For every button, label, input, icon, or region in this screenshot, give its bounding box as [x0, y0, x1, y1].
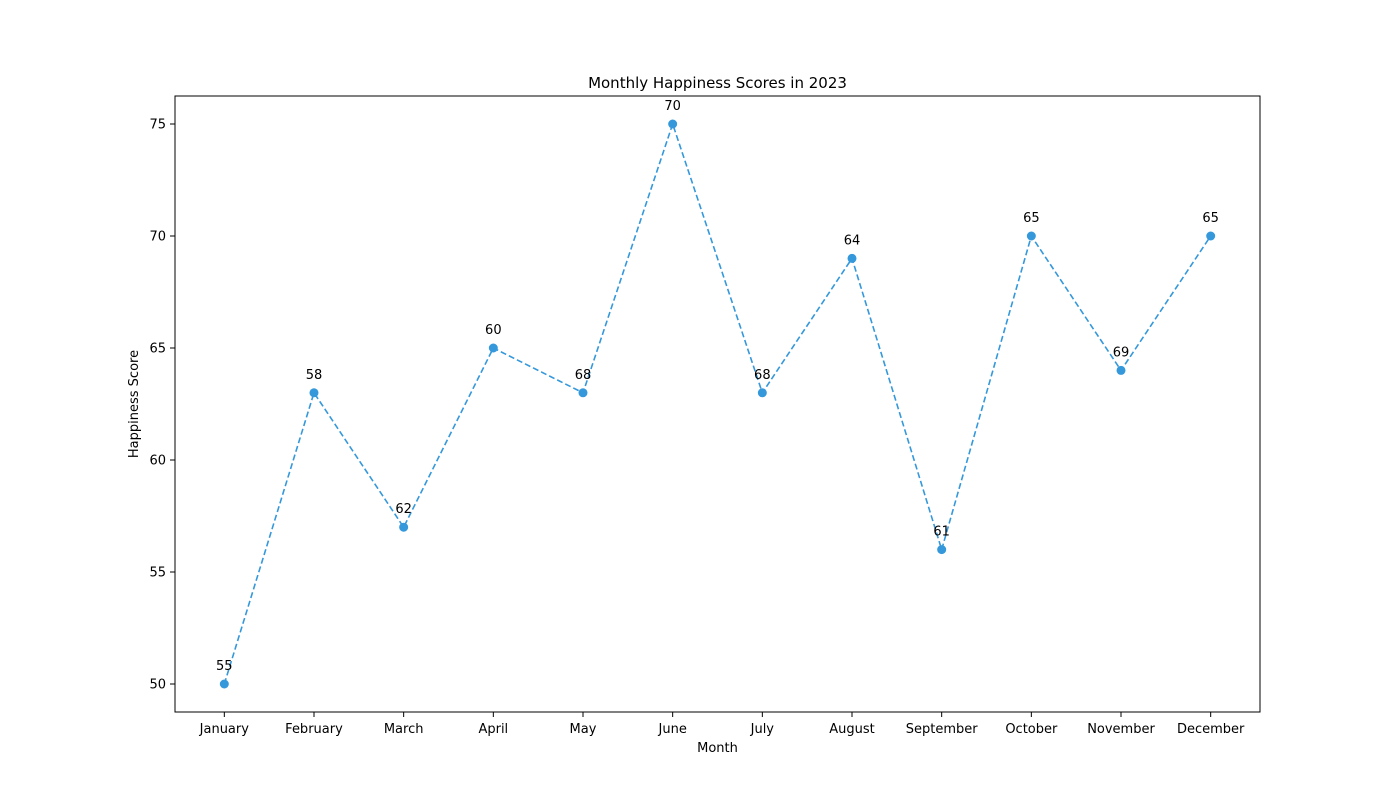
x-axis-label: Month [697, 741, 738, 756]
data-point-marker [488, 343, 498, 353]
data-label: 64 [844, 233, 861, 248]
y-tick-label: 65 [149, 342, 166, 357]
x-tick-label: September [906, 722, 979, 737]
y-tick-label: 50 [149, 678, 166, 693]
data-point-marker [309, 388, 319, 398]
data-point-marker [578, 388, 588, 398]
data-point-marker [1206, 231, 1216, 241]
data-point-marker [937, 545, 947, 555]
x-axis: January February March April May June July Augu… [199, 712, 1245, 737]
data-point-marker [847, 253, 857, 263]
data-point-marker [1116, 365, 1126, 375]
y-tick-label: 55 [149, 566, 166, 581]
data-label: 65 [1023, 211, 1040, 226]
x-tick-label: February [285, 722, 343, 737]
plot-area-frame [174, 95, 1261, 713]
data-label: 68 [754, 368, 771, 383]
chart-title: Monthly Happiness Scores in 2023 [588, 74, 847, 92]
x-tick-label: August [829, 722, 875, 737]
x-tick-label: June [658, 722, 687, 737]
series-line [223, 121, 1212, 685]
x-tick-label: July [750, 722, 775, 737]
data-point-marker [757, 388, 767, 398]
x-tick-label: March [384, 722, 424, 737]
x-tick-label: October [1005, 722, 1058, 737]
data-point-marker [219, 679, 229, 689]
y-tick-label: 70 [149, 230, 166, 245]
data-label: 58 [306, 368, 323, 383]
y-tick-label: 60 [149, 454, 166, 469]
data-label: 61 [933, 525, 950, 540]
x-tick-label: January [199, 722, 250, 737]
y-axis-label: Happiness Score [127, 350, 142, 458]
data-label: 65 [1202, 211, 1219, 226]
y-tick-label: 75 [149, 118, 166, 133]
data-label: 60 [485, 323, 502, 338]
x-tick-label: May [570, 722, 597, 737]
x-tick-label: April [478, 722, 508, 737]
data-point-marker [399, 522, 409, 532]
x-tick-label: November [1087, 722, 1155, 737]
data-point-marker [1026, 231, 1036, 241]
data-label: 55 [216, 659, 233, 674]
series-layer: 55 58 62 60 68 70 68 64 61 65 69 65 [216, 99, 1219, 689]
data-label: 62 [395, 502, 412, 517]
y-axis: 50 55 60 65 70 75 [149, 118, 175, 693]
data-label: 68 [575, 368, 592, 383]
x-tick-label: December [1177, 722, 1245, 737]
data-label: 69 [1113, 345, 1130, 360]
data-point-marker [668, 119, 678, 129]
data-label: 70 [664, 99, 681, 114]
